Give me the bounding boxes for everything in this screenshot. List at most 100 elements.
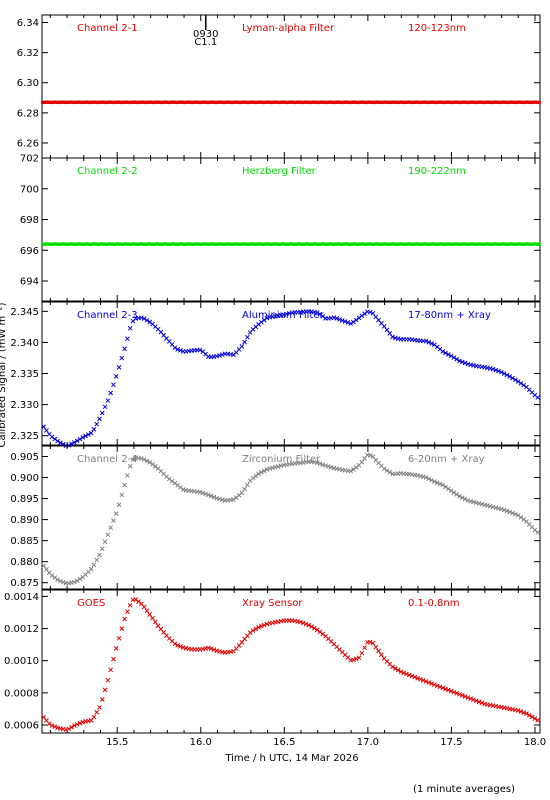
data-point [197, 347, 203, 353]
data-point [398, 669, 404, 675]
data-point [60, 579, 66, 585]
data-point [345, 320, 351, 325]
data-point [518, 380, 524, 386]
data-point [367, 639, 373, 645]
data-point [451, 355, 457, 360]
data-point [130, 457, 136, 462]
data-point [426, 680, 432, 685]
data-point [239, 490, 245, 496]
data-point [231, 497, 236, 502]
panel-frame [41, 445, 541, 590]
data-point [445, 352, 451, 357]
data-point [102, 404, 108, 410]
data-point [119, 355, 125, 361]
data-point [524, 711, 529, 717]
data-point [454, 492, 460, 497]
data-point [119, 626, 125, 632]
panel-frame [41, 589, 541, 734]
data-point [122, 616, 127, 622]
data-point [49, 723, 55, 728]
data-point [200, 490, 206, 496]
data-point [490, 366, 496, 372]
data-point [245, 482, 250, 488]
panel-4: 0.875 0.880 0.885 0.890 0.895 0.900 0.905 Chann… [10, 445, 541, 590]
data-point [521, 382, 527, 388]
data-point [102, 687, 108, 693]
data-point [125, 336, 130, 342]
data-point [97, 552, 102, 558]
y-tick-label: 0.0012 [4, 624, 39, 635]
data-point [465, 695, 471, 700]
data-point [473, 698, 479, 704]
data-point [94, 421, 100, 427]
panel-channel-label: Channel 2-2 [77, 166, 138, 177]
data-point [510, 375, 515, 381]
data-point [99, 697, 105, 702]
data-point [208, 646, 214, 651]
data-point [529, 714, 535, 720]
data-point [462, 694, 468, 699]
data-point [91, 714, 97, 720]
data-point [127, 463, 133, 469]
data-point [144, 317, 150, 323]
data-point [259, 319, 264, 325]
x-tick-label: 17.5 [440, 737, 462, 748]
data-point [381, 466, 387, 472]
data-point [314, 627, 320, 633]
data-point [406, 672, 412, 678]
data-point [515, 708, 521, 713]
y-tick-label: 6.32 [17, 48, 39, 59]
data-point [72, 723, 77, 728]
data-point [384, 468, 390, 473]
panel-filter-label: Lyman-alpha Filter [242, 23, 335, 34]
data-point [175, 643, 180, 648]
data-point [66, 726, 72, 732]
data-point [150, 615, 155, 621]
data-point [443, 350, 448, 356]
data-point [172, 641, 178, 647]
data-point [387, 469, 393, 475]
data-point [259, 623, 264, 629]
data-point [515, 512, 521, 518]
data-point [113, 511, 119, 516]
data-point [91, 426, 97, 432]
y-tick-label: 0.0010 [4, 656, 39, 667]
data-point [88, 566, 94, 572]
data-point [362, 311, 367, 317]
data-point [457, 691, 462, 697]
data-point [306, 622, 312, 628]
data-point [113, 374, 119, 379]
data-point [172, 345, 178, 351]
data-point [432, 479, 437, 484]
data-point [356, 655, 362, 661]
data-point [390, 664, 395, 670]
data-point [72, 440, 77, 445]
data-point [339, 318, 345, 323]
data-point [250, 628, 256, 633]
data-point [376, 648, 381, 654]
data-point [105, 677, 111, 683]
data-point [499, 506, 504, 512]
data-point [247, 630, 253, 635]
panel-channel-label: GOES [77, 598, 105, 609]
data-point [512, 511, 518, 517]
panel-channel-label: Channel 2-4 [77, 454, 138, 465]
data-point [147, 612, 153, 617]
data-point [535, 395, 540, 400]
data-point [348, 321, 354, 326]
data-point [178, 348, 183, 353]
data-point [245, 334, 250, 340]
data-point [518, 709, 524, 714]
data-point [175, 346, 180, 352]
data-point [105, 398, 111, 403]
data-point [58, 440, 63, 446]
data-point [429, 477, 434, 483]
data-point [261, 622, 267, 628]
series-4 [41, 452, 540, 586]
data-point [203, 491, 208, 497]
data-point [317, 461, 323, 466]
data-point [445, 486, 451, 492]
data-point [501, 507, 507, 513]
series-3 [41, 309, 540, 449]
